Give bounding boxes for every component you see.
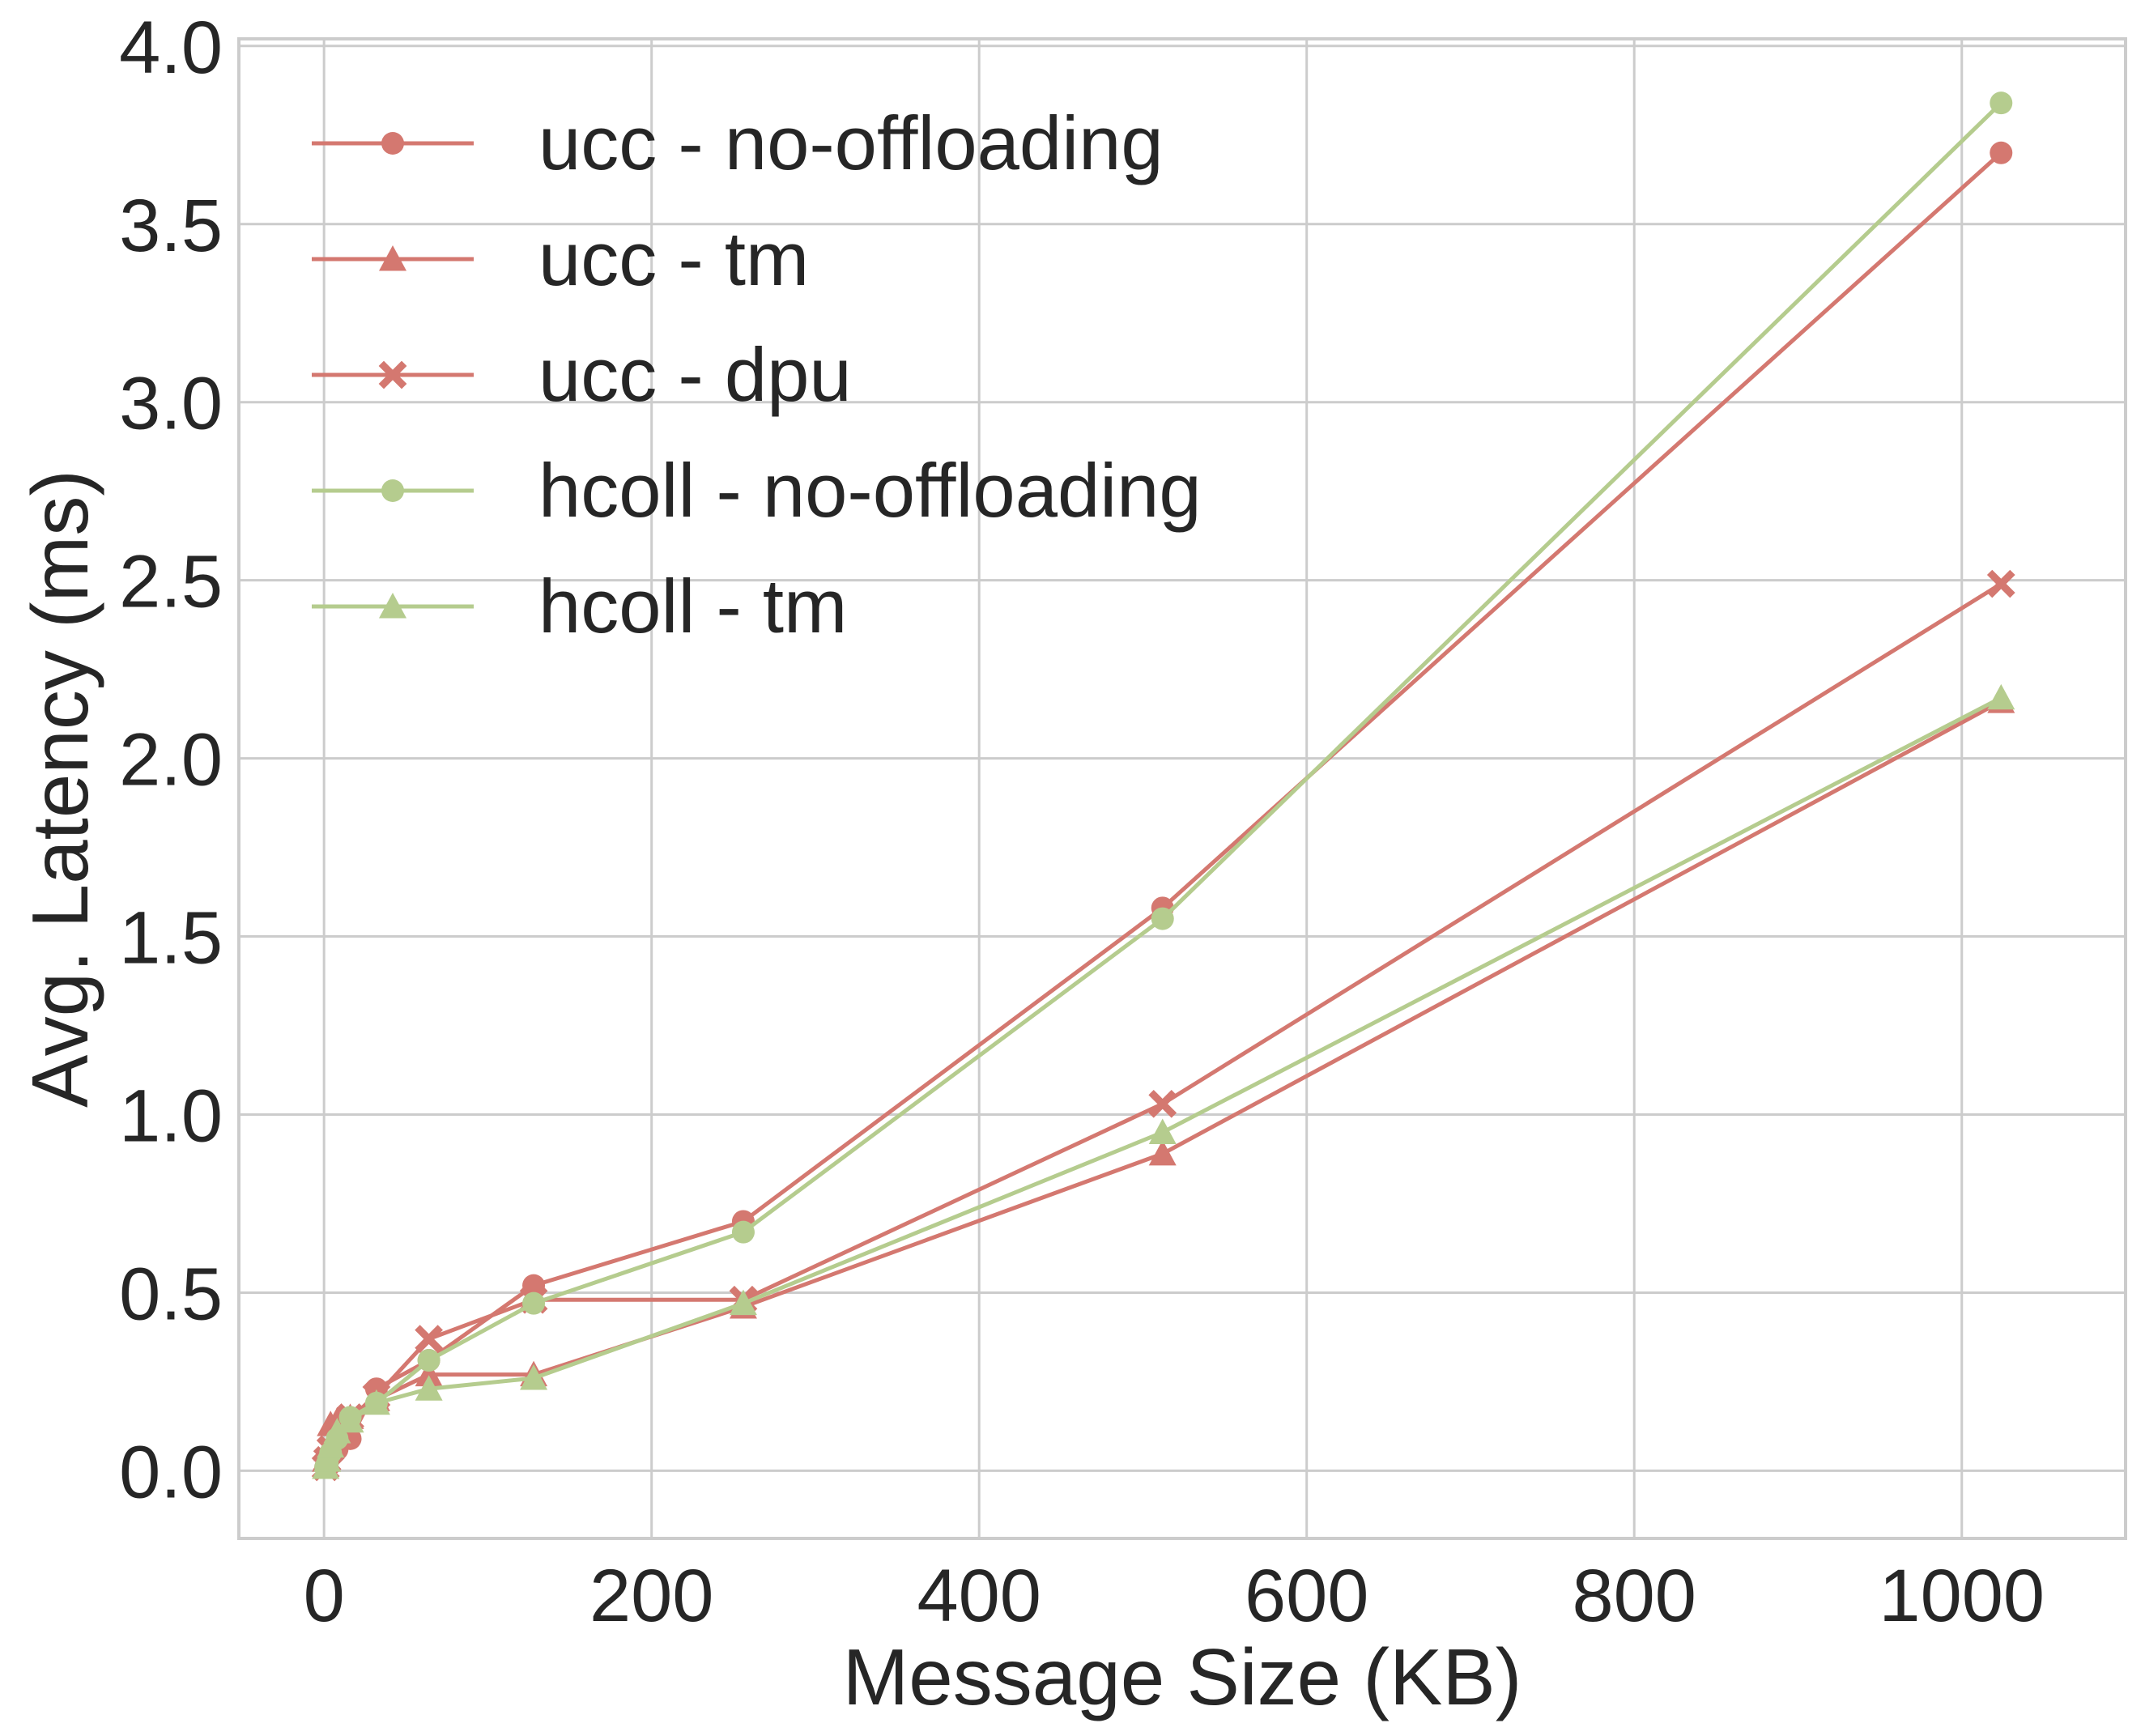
y-tick-label: 3.0 bbox=[119, 363, 223, 445]
y-tick-label: 0.5 bbox=[119, 1253, 223, 1335]
legend-label: hcoll - tm bbox=[538, 564, 847, 649]
legend-label: ucc - tm bbox=[538, 216, 809, 301]
series-line bbox=[323, 700, 2002, 1461]
series-line bbox=[323, 581, 2002, 1468]
legend-item: ucc - dpu bbox=[312, 332, 852, 417]
legend-marker bbox=[381, 479, 404, 502]
series-line bbox=[323, 696, 2002, 1468]
y-tick-label: 3.5 bbox=[119, 185, 223, 267]
legend-item: hcoll - tm bbox=[312, 564, 847, 649]
data-point bbox=[323, 1418, 351, 1444]
x-tick-label: 0 bbox=[304, 1555, 345, 1637]
data-point bbox=[1148, 1139, 1177, 1166]
data-point bbox=[362, 1389, 390, 1415]
grid bbox=[239, 39, 2126, 1538]
data-point bbox=[415, 1360, 443, 1387]
legend-label: ucc - no-offloading bbox=[538, 100, 1164, 185]
data-point bbox=[1148, 1118, 1177, 1144]
legend-marker bbox=[379, 593, 406, 619]
x-tick-label: 400 bbox=[917, 1555, 1041, 1637]
data-point bbox=[415, 1325, 443, 1354]
series-line bbox=[323, 101, 2003, 1469]
data-point bbox=[1990, 91, 2013, 115]
data-point bbox=[1990, 141, 2013, 164]
y-tick-label: 1.5 bbox=[119, 897, 223, 980]
legend: ucc - no-offloading ucc - tm ucc - dpu hcol… bbox=[312, 100, 1202, 649]
data-point bbox=[1148, 1089, 1177, 1118]
x-axis-ticks: 0 200 400 600 800 1000 bbox=[304, 1555, 2045, 1637]
legend-item: hcoll - no-offloading bbox=[312, 448, 1202, 533]
data-point bbox=[731, 1220, 755, 1244]
legend-marker bbox=[378, 360, 407, 389]
y-tick-label: 2.5 bbox=[119, 541, 223, 623]
plot-frame bbox=[237, 37, 2127, 1540]
legend-label: ucc - dpu bbox=[538, 332, 852, 417]
data-point bbox=[336, 1406, 364, 1433]
y-tick-label: 2.0 bbox=[119, 719, 223, 802]
data-point bbox=[417, 1349, 440, 1372]
x-axis-label: Message Size (KB) bbox=[843, 1632, 1522, 1721]
data-point bbox=[1987, 683, 2015, 710]
series-ucc-tm bbox=[312, 687, 2015, 1472]
data-point bbox=[1151, 907, 1174, 930]
data-point bbox=[313, 1446, 342, 1472]
y-axis-ticks: 0.0 0.5 1.0 1.5 2.0 2.5 3.0 3.5 4.0 bbox=[119, 6, 223, 1514]
legend-item: ucc - tm bbox=[312, 216, 809, 301]
x-tick-label: 1000 bbox=[1879, 1555, 2045, 1637]
data-point bbox=[522, 1291, 546, 1315]
x-tick-label: 600 bbox=[1245, 1555, 1369, 1637]
series-hcoll-tm bbox=[312, 683, 2015, 1479]
y-axis-label: Avg. Latency (ms) bbox=[15, 470, 104, 1108]
legend-item: ucc - no-offloading bbox=[312, 100, 1164, 185]
data-point bbox=[415, 1375, 443, 1401]
data-point bbox=[520, 1364, 548, 1390]
legend-label: hcoll - no-offloading bbox=[538, 448, 1202, 533]
data-point bbox=[729, 1289, 757, 1316]
y-tick-label: 1.0 bbox=[119, 1075, 223, 1158]
data-point bbox=[317, 1432, 345, 1458]
x-tick-label: 800 bbox=[1572, 1555, 1696, 1637]
series-group bbox=[311, 91, 2015, 1482]
series-ucc-dpu bbox=[311, 569, 2015, 1482]
legend-marker bbox=[379, 245, 406, 271]
legend-marker bbox=[381, 132, 404, 155]
y-tick-label: 0.0 bbox=[119, 1431, 223, 1513]
data-point bbox=[1986, 569, 2015, 598]
y-tick-label: 4.0 bbox=[119, 6, 223, 89]
x-tick-label: 200 bbox=[589, 1555, 714, 1637]
